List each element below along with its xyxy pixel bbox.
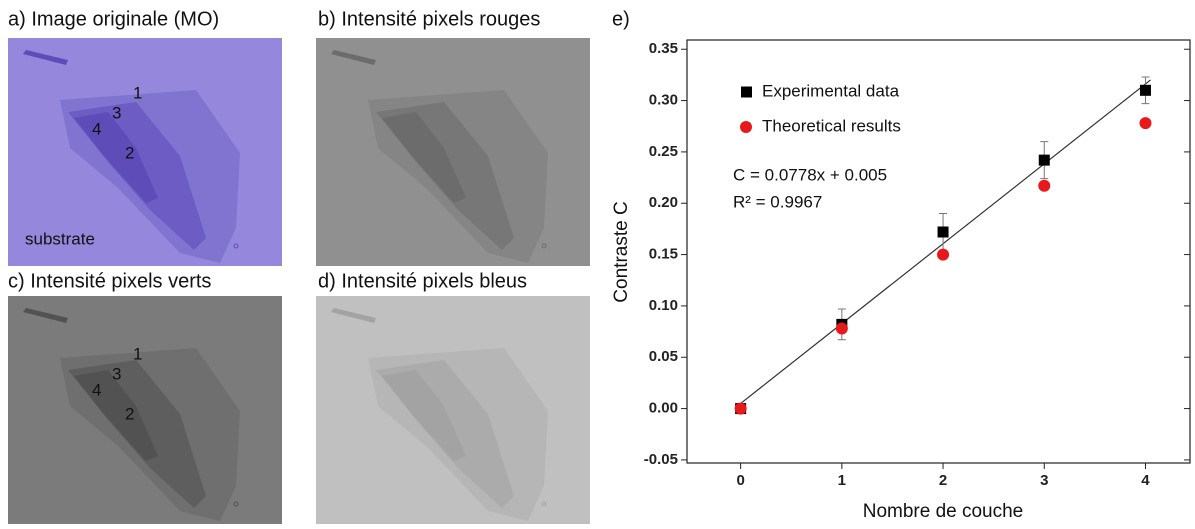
fit-equation: C = 0.0778x + 0.005 [733,165,887,184]
panel-label: e) [612,8,630,30]
panel-label: c) Intensité pixels verts [8,270,211,292]
image-annotation: 3 [112,364,121,383]
micrograph: 134 2 substrate [8,38,282,266]
y-tick-label: 0.20 [649,194,678,211]
x-tick-label: 1 [838,472,846,489]
legend-label: Experimental data [762,81,900,100]
image-annotation: 1 [133,344,142,363]
legend-marker [741,86,752,98]
x-tick-label: 3 [1040,472,1048,489]
x-tick-label: 4 [1141,472,1150,489]
fit-line [740,79,1151,404]
y-tick-label: 0.25 [649,143,678,160]
micrograph [316,38,590,266]
data-point [1038,179,1051,192]
data-point [1139,84,1151,96]
panel-label: b) Intensité pixels rouges [318,8,540,30]
image-annotation: 4 [92,119,101,138]
flake-streak [23,50,68,65]
x-tick-label: 2 [939,472,947,489]
y-tick-label: 0.30 [649,92,678,109]
y-tick-label: 0.05 [649,348,678,365]
flake-layer [382,112,466,203]
flake-streak [331,308,376,323]
particle [233,243,239,249]
flake-layer [74,112,158,203]
y-axis-label: Contraste C [611,201,632,302]
flake-layer [382,370,466,461]
panel-label: a) Image originale (MO) [8,8,219,30]
micrograph [316,296,590,524]
y-tick-label: 0.35 [649,40,678,57]
image-annotation: 2 [125,143,134,162]
flake-streak [331,50,376,65]
data-point [1139,117,1152,130]
micrograph: 134 2 [8,296,282,524]
flake-streak [23,308,68,323]
data-point [937,248,950,261]
legend-label: Theoretical results [762,116,901,135]
panel-label: d) Intensité pixels bleus [318,270,527,292]
y-tick-label: 0.15 [649,246,678,263]
particle [233,501,239,507]
legend-marker [740,121,752,133]
data-point [1038,154,1050,166]
plot-frame [686,39,1191,464]
particle [541,243,547,249]
x-tick-label: 0 [736,472,744,489]
y-tick-label: 0.00 [649,400,678,417]
image-annotation: 4 [92,380,101,399]
image-annotation: 1 [133,83,142,102]
y-tick-label: 0.10 [649,297,678,314]
data-point [734,402,747,415]
fit-r2: R² = 0.9967 [733,192,822,211]
data-point [937,226,949,238]
data-point [835,322,848,335]
image-annotation: 3 [112,103,121,122]
y-tick-label: -0.05 [644,451,678,468]
x-axis-label: Nombre de couche [863,501,1024,522]
image-annotation: substrate [25,229,95,248]
image-annotation: 2 [125,404,134,423]
flake-layer [74,370,158,461]
particle [541,501,547,507]
